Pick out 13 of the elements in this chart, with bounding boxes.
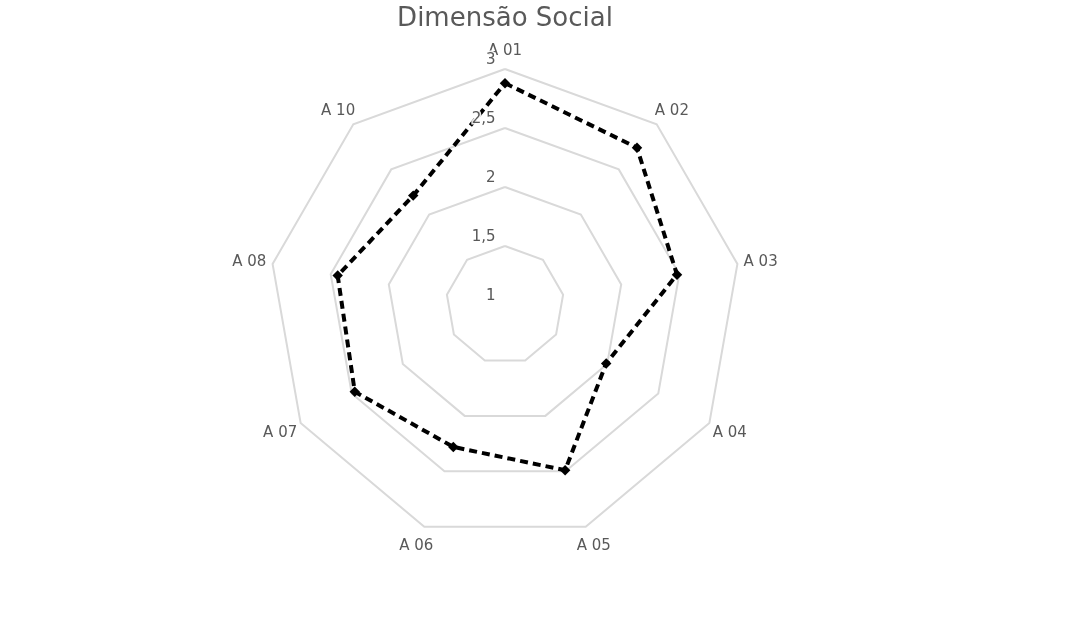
spoke-label: A 06 — [399, 535, 434, 554]
spoke-label: A 05 — [576, 535, 611, 554]
spoke-label: A 08 — [232, 251, 267, 270]
spoke-label: A 07 — [263, 423, 298, 442]
y-tick-label: 2,5 — [471, 108, 496, 127]
spoke-label: A 04 — [712, 423, 747, 442]
spoke-label: A 02 — [654, 100, 689, 119]
y-tick-label: 2 — [486, 167, 496, 186]
y-tick-label: 1 — [486, 285, 496, 304]
chart-title: Dimensão Social — [397, 2, 613, 32]
y-tick-label: 1,5 — [471, 226, 496, 245]
spoke-label: A 03 — [743, 251, 778, 270]
spoke-label: A 10 — [321, 100, 356, 119]
